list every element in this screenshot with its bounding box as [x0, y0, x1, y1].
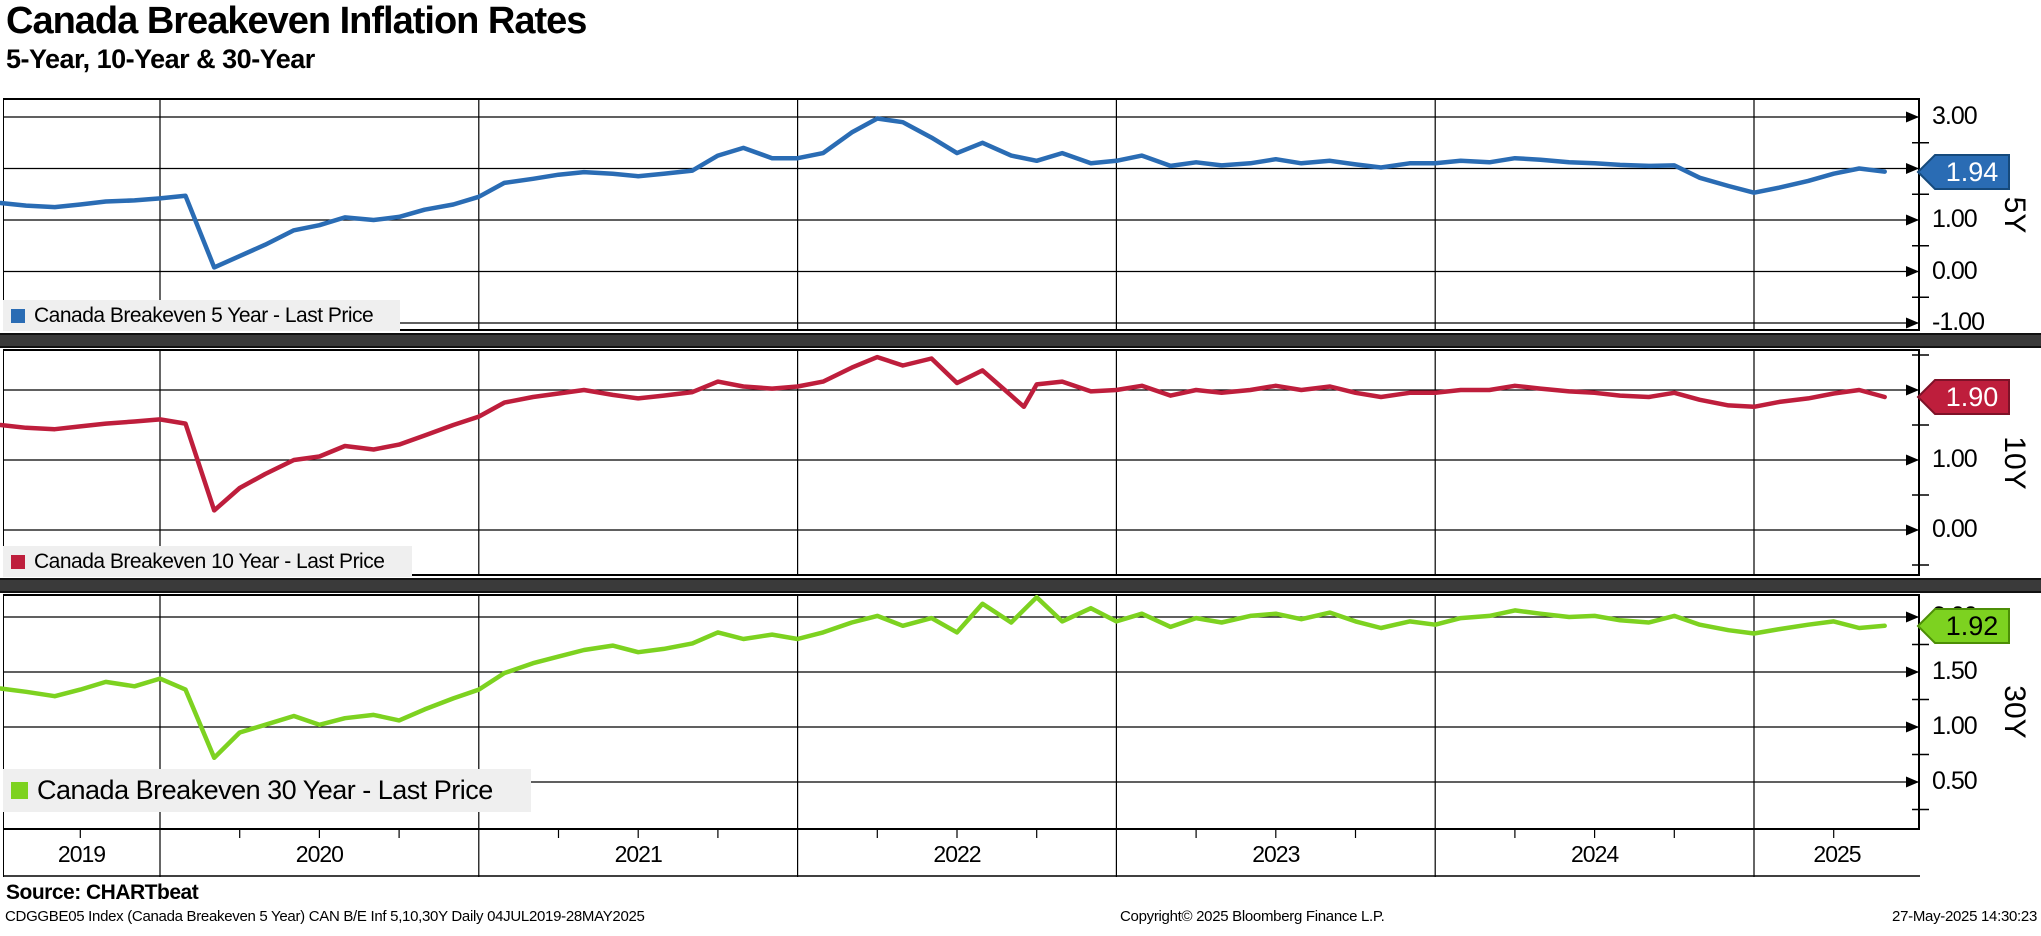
y-axis-tick-label: 1.00 [1932, 205, 1978, 233]
footer-copyright: Copyright© 2025 Bloomberg Finance L.P. [1120, 908, 1385, 925]
legend-label: Canada Breakeven 5 Year - Last Price [34, 303, 374, 327]
x-axis-year-label: 2024 [1571, 841, 1619, 867]
footer-timestamp: 27-May-2025 14:30:23 [1892, 908, 2037, 925]
tick-arrow [1906, 163, 1919, 174]
tick-arrow [1906, 611, 1919, 623]
svg-text:1.90: 1.90 [1946, 382, 1999, 412]
page-subtitle: 5-Year, 10-Year & 30-Year [6, 44, 315, 74]
x-axis-year-label: 2025 [1813, 841, 1861, 867]
series-line-10Y [0, 354, 1887, 513]
y-axis-tick-label: 0.00 [1932, 256, 1978, 285]
legend-label: Canada Breakeven 10 Year - Last Price [34, 549, 385, 573]
footer-ticker-info: CDGGBE05 Index (Canada Breakeven 5 Year)… [5, 908, 645, 925]
panel-axis-name-5Y: 5Y [1998, 196, 2031, 233]
x-axis-year-label: 2019 [57, 841, 106, 867]
svg-text:1.92: 1.92 [1946, 611, 1999, 641]
tick-arrow [1906, 111, 1919, 123]
source-label: Source: CHARTbeat [6, 881, 199, 904]
legend-swatch-icon [11, 308, 25, 323]
y-axis-tick-label: 0.00 [1932, 515, 1978, 543]
panel-axis-name-10Y: 10Y [1998, 435, 2031, 490]
y-axis-tick-label: 0.50 [1932, 767, 1978, 795]
legend-swatch-icon [11, 782, 28, 799]
y-axis-tick-label: 1.00 [1932, 712, 1978, 740]
panel-separator [0, 333, 2041, 348]
tick-arrow [1906, 214, 1919, 226]
legend-swatch-icon [11, 554, 25, 569]
panel-axis-name-30Y: 30Y [1998, 685, 2031, 739]
panel-10Y [0, 349, 1929, 576]
series-line-30Y [0, 594, 1887, 761]
last-price-tag-30Y: 1.92 [1916, 607, 2010, 644]
x-axis-year-label: 2023 [1252, 841, 1300, 867]
svg-text:1.94: 1.94 [1946, 157, 1999, 187]
panel-30Y [0, 594, 1929, 830]
x-axis-year-label: 2022 [933, 841, 981, 867]
tick-arrow [1906, 666, 1919, 678]
x-axis-year-label: 2021 [614, 841, 663, 867]
y-axis-tick-label: 3.00 [1932, 102, 1978, 130]
tick-arrow [1906, 454, 1919, 466]
last-price-tag-5Y: 1.94 [1916, 153, 2010, 190]
tick-arrow [1906, 721, 1919, 733]
tick-arrow [1906, 266, 1919, 277]
legend-5Y: Canada Breakeven 5 Year - Last Price [3, 300, 400, 331]
tick-arrow [1906, 317, 1919, 329]
tick-arrow [1906, 524, 1919, 536]
legend-10Y: Canada Breakeven 10 Year - Last Price [3, 546, 412, 577]
y-axis-tick-label: 1.50 [1932, 657, 1978, 685]
y-axis-tick-label: 1.00 [1932, 445, 1978, 473]
x-axis-year-label: 2020 [295, 841, 344, 867]
legend-30Y: Canada Breakeven 30 Year - Last Price [3, 769, 531, 812]
x-axis-band [3, 830, 1920, 877]
series-line-5Y [0, 116, 1887, 270]
y-axis-tick-label: -1.00 [1932, 308, 1985, 336]
last-price-tag-10Y: 1.90 [1916, 379, 2010, 415]
panel-separator [0, 578, 2041, 593]
page-title: Canada Breakeven Inflation Rates [6, 0, 587, 42]
tick-arrow [1906, 384, 1919, 396]
panel-5Y [0, 98, 1929, 331]
legend-label: Canada Breakeven 30 Year - Last Price [37, 775, 493, 805]
tick-arrow [1906, 776, 1919, 788]
